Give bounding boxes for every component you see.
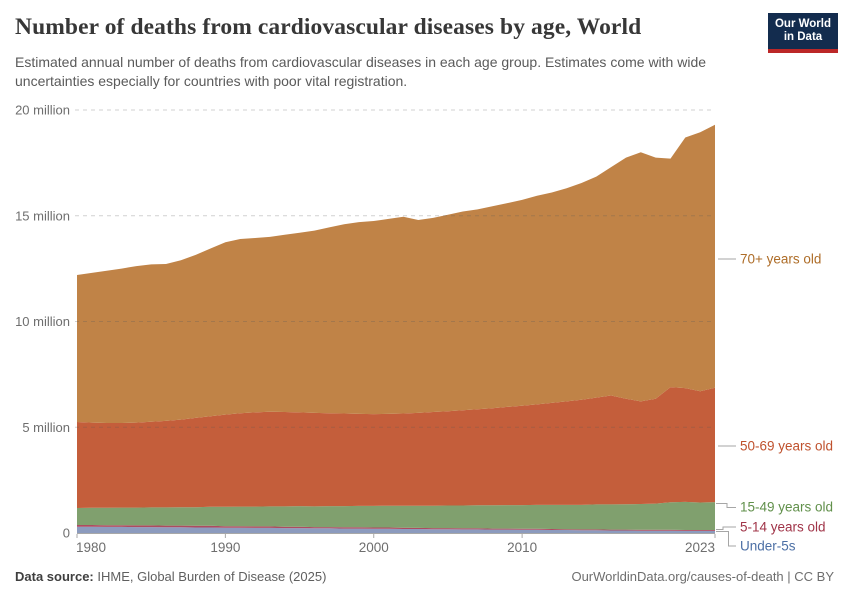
y-axis-label-5m: 5 million bbox=[22, 420, 70, 435]
x-axis-label-2010: 2010 bbox=[507, 540, 537, 555]
area-5-14-years-old[interactable] bbox=[77, 525, 715, 531]
area-15-49-years-old[interactable] bbox=[77, 501, 715, 530]
area-70-years-old[interactable] bbox=[77, 124, 715, 424]
data-source-value: IHME, Global Burden of Disease (2025) bbox=[93, 569, 327, 584]
owid-logo-line2: in Data bbox=[783, 31, 823, 43]
legend-label-50-69-years-old[interactable]: 50-69 years old bbox=[740, 439, 833, 454]
x-axis-label-1990: 1990 bbox=[210, 540, 240, 555]
area-50-69-years-old[interactable] bbox=[77, 387, 715, 508]
data-source: Data source: IHME, Global Burden of Dise… bbox=[15, 569, 326, 584]
y-axis-label-10m: 10 million bbox=[15, 314, 70, 329]
x-axis-label-2000: 2000 bbox=[359, 540, 389, 555]
page-title: Number of deaths from cardiovascular dis… bbox=[15, 14, 642, 40]
legend-connector-5-14-years-old bbox=[716, 526, 736, 530]
license-link[interactable]: OurWorldinData.org/causes-of-death | CC … bbox=[571, 569, 834, 584]
area-under-5s[interactable] bbox=[77, 526, 715, 533]
y-axis-label-20m: 20 million bbox=[15, 103, 70, 118]
owid-logo-line1: Our World bbox=[774, 18, 831, 30]
legend-label-5-14-years-old[interactable]: 5-14 years old bbox=[740, 520, 826, 535]
x-axis-label-1980: 1980 bbox=[76, 540, 106, 555]
legend-label-under-5s[interactable]: Under-5s bbox=[740, 539, 796, 554]
y-axis-label-0m: 0 bbox=[63, 526, 70, 541]
y-axis-label-15m: 15 million bbox=[15, 208, 70, 223]
x-axis-label-2023: 2023 bbox=[685, 540, 715, 555]
owid-logo[interactable]: Our World in Data bbox=[768, 13, 838, 53]
legend-connector-under-5s bbox=[716, 531, 736, 547]
legend-connector-15-49-years-old bbox=[716, 503, 736, 508]
data-source-label: Data source: bbox=[15, 569, 94, 584]
legend-label-70-years-old[interactable]: 70+ years old bbox=[740, 252, 821, 267]
chart-subtitle: Estimated annual number of deaths from c… bbox=[15, 54, 707, 89]
legend-label-15-49-years-old[interactable]: 15-49 years old bbox=[740, 500, 833, 515]
